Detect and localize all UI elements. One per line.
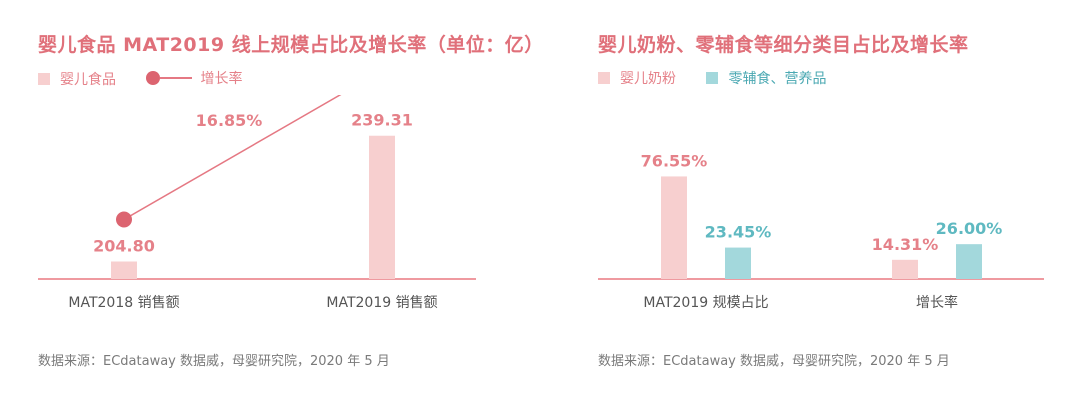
legend-label-baby-food: 婴儿食品 [60,72,116,88]
left-chart-title: 婴儿食品 MAT2019 线上规模占比及增长率（单位：亿） [38,34,544,56]
x-tick-label-1: MAT2019 规模占比 [643,295,768,311]
left-chart-panel: 婴儿食品 MAT2019 线上规模占比及增长率（单位：亿） 婴儿食品 增长率 2… [38,34,543,369]
bar-supplementary-food-1 [725,247,751,279]
bar-milk-powder-1 [661,176,687,279]
data-label-supplementary-food-2: 26.00% [936,219,1003,238]
right-chart-panel: 婴儿奶粉、零辅食等细分类目占比及增长率 婴儿奶粉 零辅食、营养品 MAT2019… [560,0,1080,400]
legend-line-marker-icon [146,71,193,85]
bar-supplementary-food-2 [956,244,982,279]
x-tick-label-1: MAT2018 销售额 [68,295,179,311]
x-tick-label-2: MAT2019 销售额 [326,295,437,311]
legend-label-milk-powder: 婴儿奶粉 [620,71,676,87]
legend-item-growth: 增长率 [146,68,242,88]
legend-item-baby-food: 婴儿食品 [38,69,116,89]
left-source-note: 数据来源：ECdataway 数据威，母婴研究院，2020 年 5 月 [38,354,390,369]
x-tick-label-2: 增长率 [916,294,958,311]
data-label-milk-powder-1: 76.55% [641,151,708,170]
data-label-milk-powder-2: 14.31% [872,235,939,254]
legend-swatch-baby-food [38,73,50,85]
legend-item-milk-powder: 婴儿奶粉 [598,68,676,88]
legend-swatch-milk-powder [598,72,610,84]
left-chart-plot: 204.80 MAT2018 销售额 239.31 MAT2019 销售额 16.85% [38,95,476,311]
legend-swatch-supplementary-food [706,72,719,84]
bar-baby-food-2 [369,135,395,279]
legend-label-supplementary-food: 零辅食、营养品 [728,71,827,87]
bar-baby-food-1 [111,261,137,279]
data-label-supplementary-food-1: 23.45% [705,223,772,242]
left-legend: 婴儿食品 增长率 [38,68,268,88]
growth-line [123,95,342,221]
right-source-note: 数据来源：ECdataway 数据威，母婴研究院，2020 年 5 月 [598,354,950,369]
data-label-baby-food-1: 204.80 [93,237,155,256]
data-label-baby-food-2: 239.31 [351,111,413,130]
right-chart-title: 婴儿奶粉、零辅食等细分类目占比及增长率 [598,34,969,56]
bar-milk-powder-2 [892,259,918,279]
legend-label-growth: 增长率 [200,71,243,87]
growth-point-1 [116,211,132,228]
right-legend: 婴儿奶粉 零辅食、营养品 [598,68,852,88]
legend-item-supplementary-food: 零辅食、营养品 [706,68,826,88]
right-chart-plot: MAT2019 规模占比 增长率 76.55% 14.31% 23.45% 26.00% [598,151,1044,311]
growth-rate-annotation: 16.85% [196,111,263,130]
